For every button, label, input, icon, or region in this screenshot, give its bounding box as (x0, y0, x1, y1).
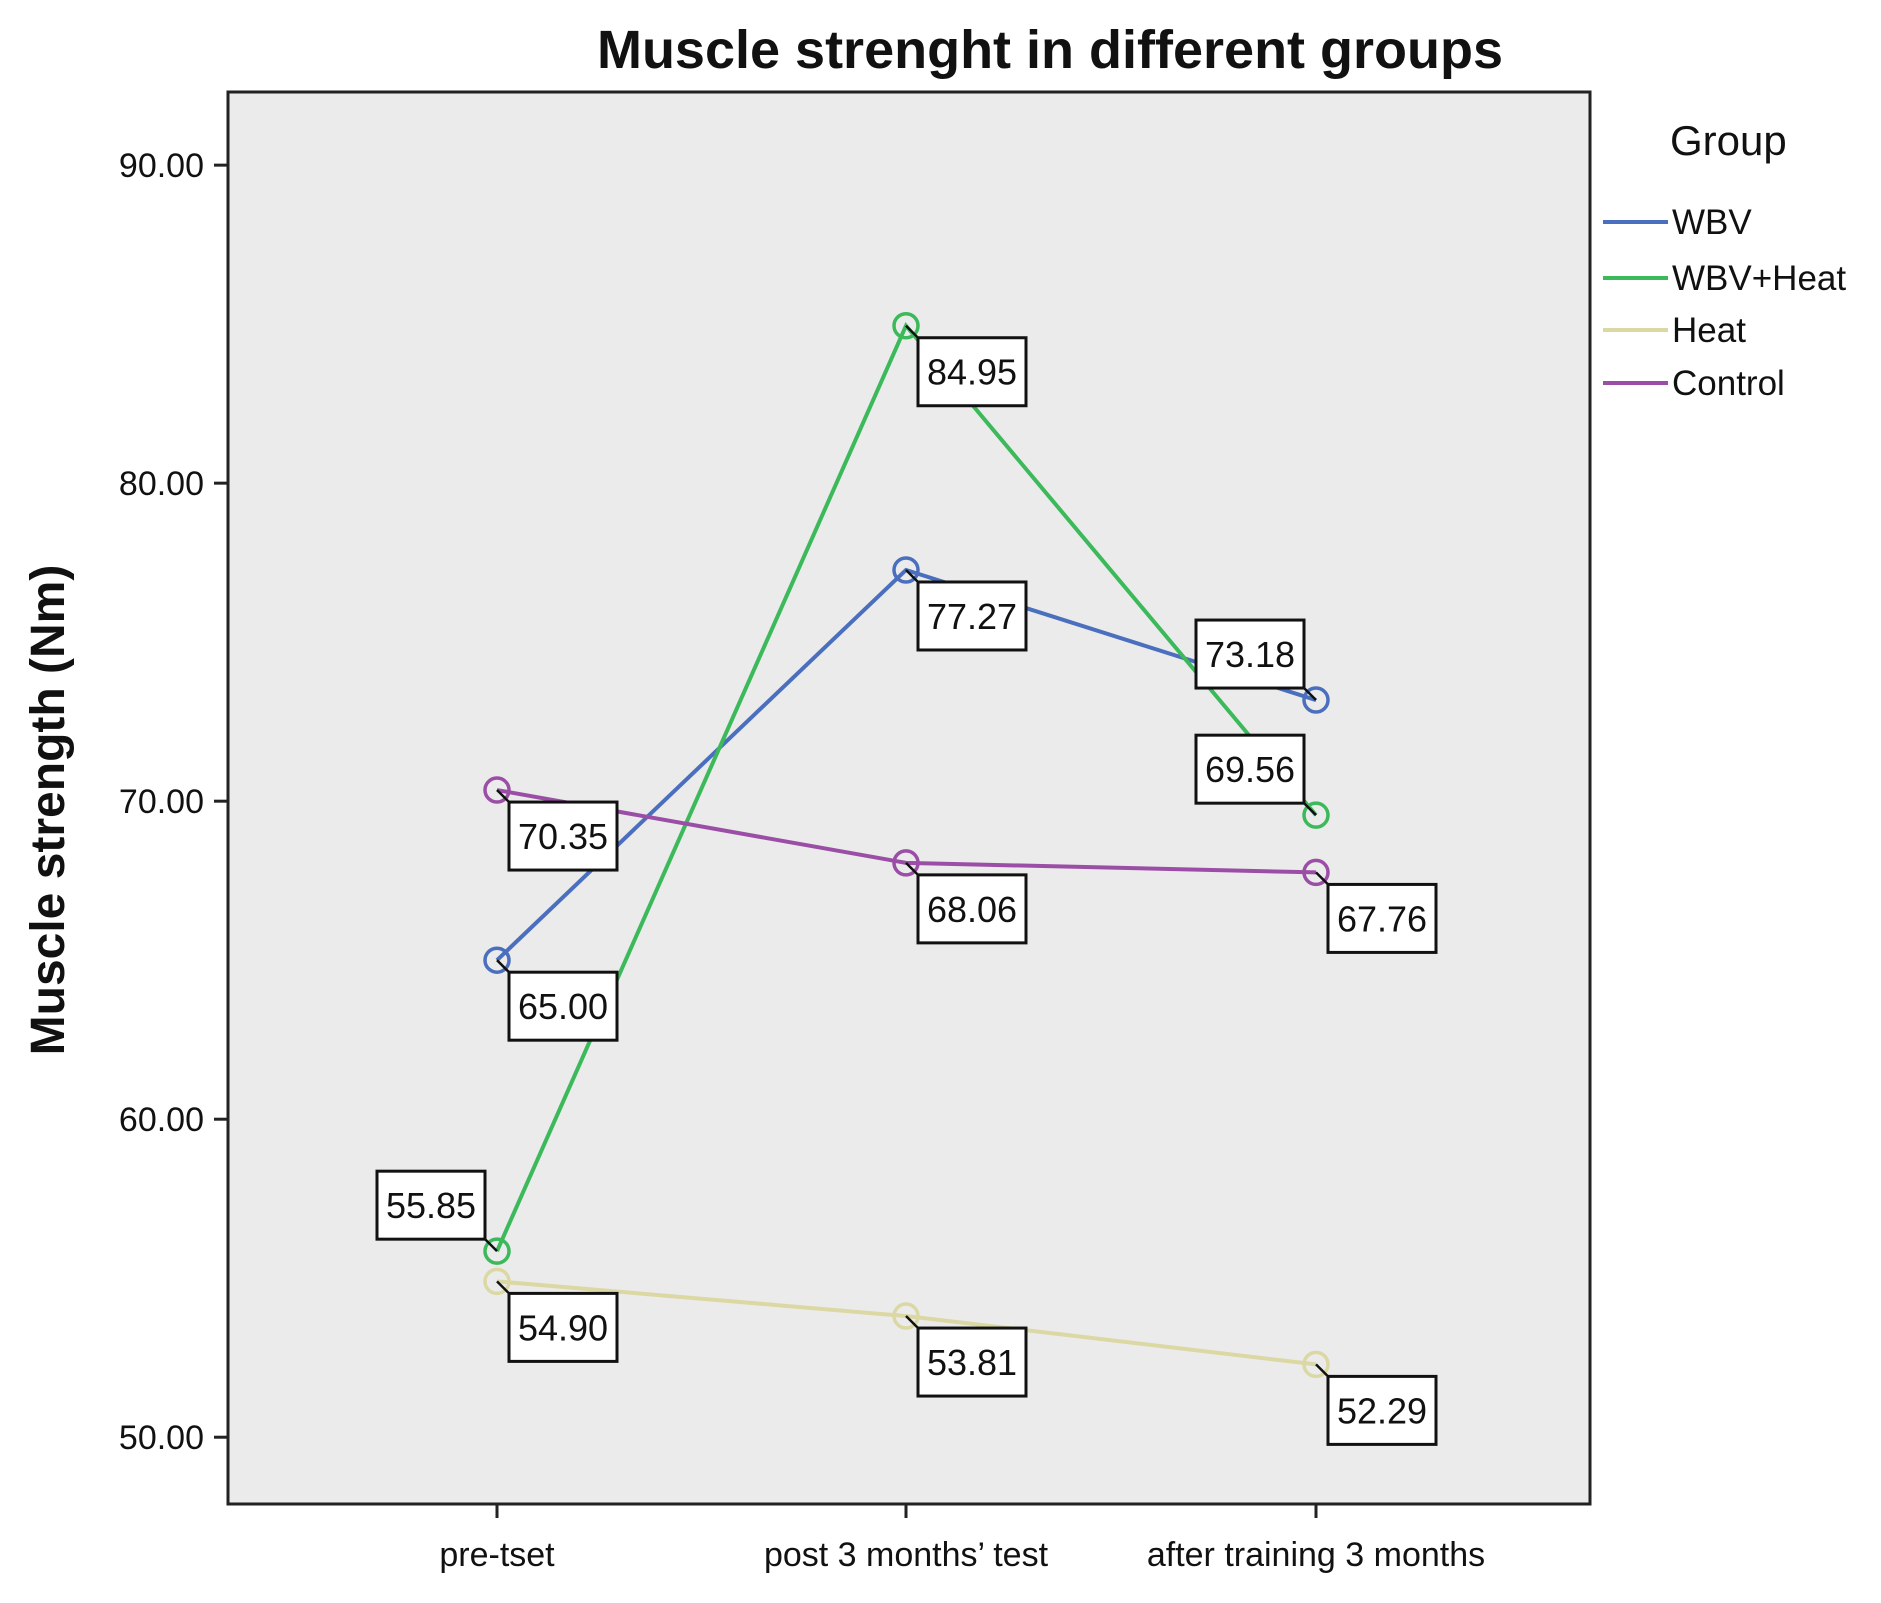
data-label-box (1326, 1374, 1438, 1446)
legend: Group WBV WBV+Heat Heat Control (1603, 117, 1846, 403)
data-point-heat (483, 1267, 511, 1296)
data-label-wbv: 73.18 (1205, 634, 1295, 675)
data-label-wbv: 77.27 (927, 596, 1017, 637)
data-label-leader (1315, 871, 1329, 886)
data-point-control (483, 776, 511, 804)
x-tick-label: after training 3 months (1147, 1536, 1485, 1574)
legend-label-wbv: WBV (1672, 203, 1752, 242)
data-label-box (507, 1291, 619, 1363)
data-point-wbv (1302, 686, 1330, 714)
data-label-leader (484, 1238, 498, 1253)
data-label-box (507, 800, 619, 872)
y-tick-label: 50.00 (119, 1419, 204, 1457)
y-tick-label: 80.00 (119, 465, 204, 503)
y-tick-label: 90.00 (119, 147, 204, 185)
data-point-control (892, 849, 920, 877)
data-label-leader (1315, 1363, 1329, 1378)
data-label-control: 70.35 (518, 816, 608, 857)
x-axis: pre-tset post 3 months’ test after trainin… (439, 1504, 1485, 1574)
legend-label-control: Control (1672, 364, 1785, 403)
data-label-wbv-heat: 69.56 (1205, 749, 1295, 790)
legend-title: Group (1670, 117, 1787, 164)
data-label-heat: 52.29 (1337, 1390, 1427, 1431)
y-tick-label: 60.00 (119, 1101, 204, 1139)
y-axis: 50.00 60.00 70.00 80.00 90.00 (119, 147, 228, 1457)
data-point-control (1302, 858, 1330, 887)
plot-area (226, 90, 1592, 1506)
data-label-wbv: 65.00 (518, 986, 608, 1027)
data-label-leader (496, 959, 510, 974)
data-label-box (916, 1326, 1028, 1398)
data-label-wbv-heat: 84.95 (927, 352, 1017, 393)
data-label-control: 67.76 (1337, 898, 1427, 939)
data-label-leader (905, 324, 919, 339)
data-point-wbv-heat (1302, 801, 1330, 829)
data-label-leader (905, 569, 919, 583)
data-point-wbv (483, 946, 511, 974)
x-tick-label: post 3 months’ test (764, 1536, 1049, 1574)
data-label-box (916, 336, 1028, 408)
data-point-heat (892, 1302, 920, 1330)
data-point-heat (1302, 1350, 1330, 1379)
data-point-wbv (892, 556, 920, 584)
data-label-leader (496, 789, 510, 803)
data-label-leader (905, 1315, 919, 1329)
data-label-heat: 54.90 (518, 1307, 608, 1348)
chart-title: Muscle strenght in different groups (597, 20, 1503, 80)
data-label-wbv-heat: 55.85 (386, 1185, 476, 1226)
data-label-leader (1303, 687, 1317, 701)
legend-label-wbv-heat: WBV+Heat (1672, 259, 1846, 298)
data-label-box (1326, 882, 1438, 954)
data-label-leader (905, 861, 919, 876)
series-markers (483, 311, 1330, 1379)
data-label-leader (496, 1280, 510, 1295)
data-label-leader (1303, 802, 1317, 817)
data-label-heat: 53.81 (927, 1342, 1017, 1383)
data-label-box (916, 580, 1028, 652)
data-label-box (1194, 618, 1306, 690)
data-label-box (375, 1169, 487, 1241)
y-axis-label: Muscle strength (Nm) (22, 565, 75, 1056)
data-label-box (916, 873, 1028, 945)
data-label-box (507, 970, 619, 1042)
data-label-box (1194, 733, 1306, 805)
data-point-wbv-heat (483, 1237, 511, 1265)
data-point-wbv-heat (892, 311, 920, 340)
x-tick-label: pre-tset (439, 1536, 555, 1574)
legend-label-heat: Heat (1672, 311, 1746, 350)
data-label-control: 68.06 (927, 889, 1017, 930)
y-tick-label: 70.00 (119, 783, 204, 821)
data-labels: 65.00 77.27 73.18 55.85 84.95 69.56 54.90 53.81… (375, 324, 1438, 1446)
